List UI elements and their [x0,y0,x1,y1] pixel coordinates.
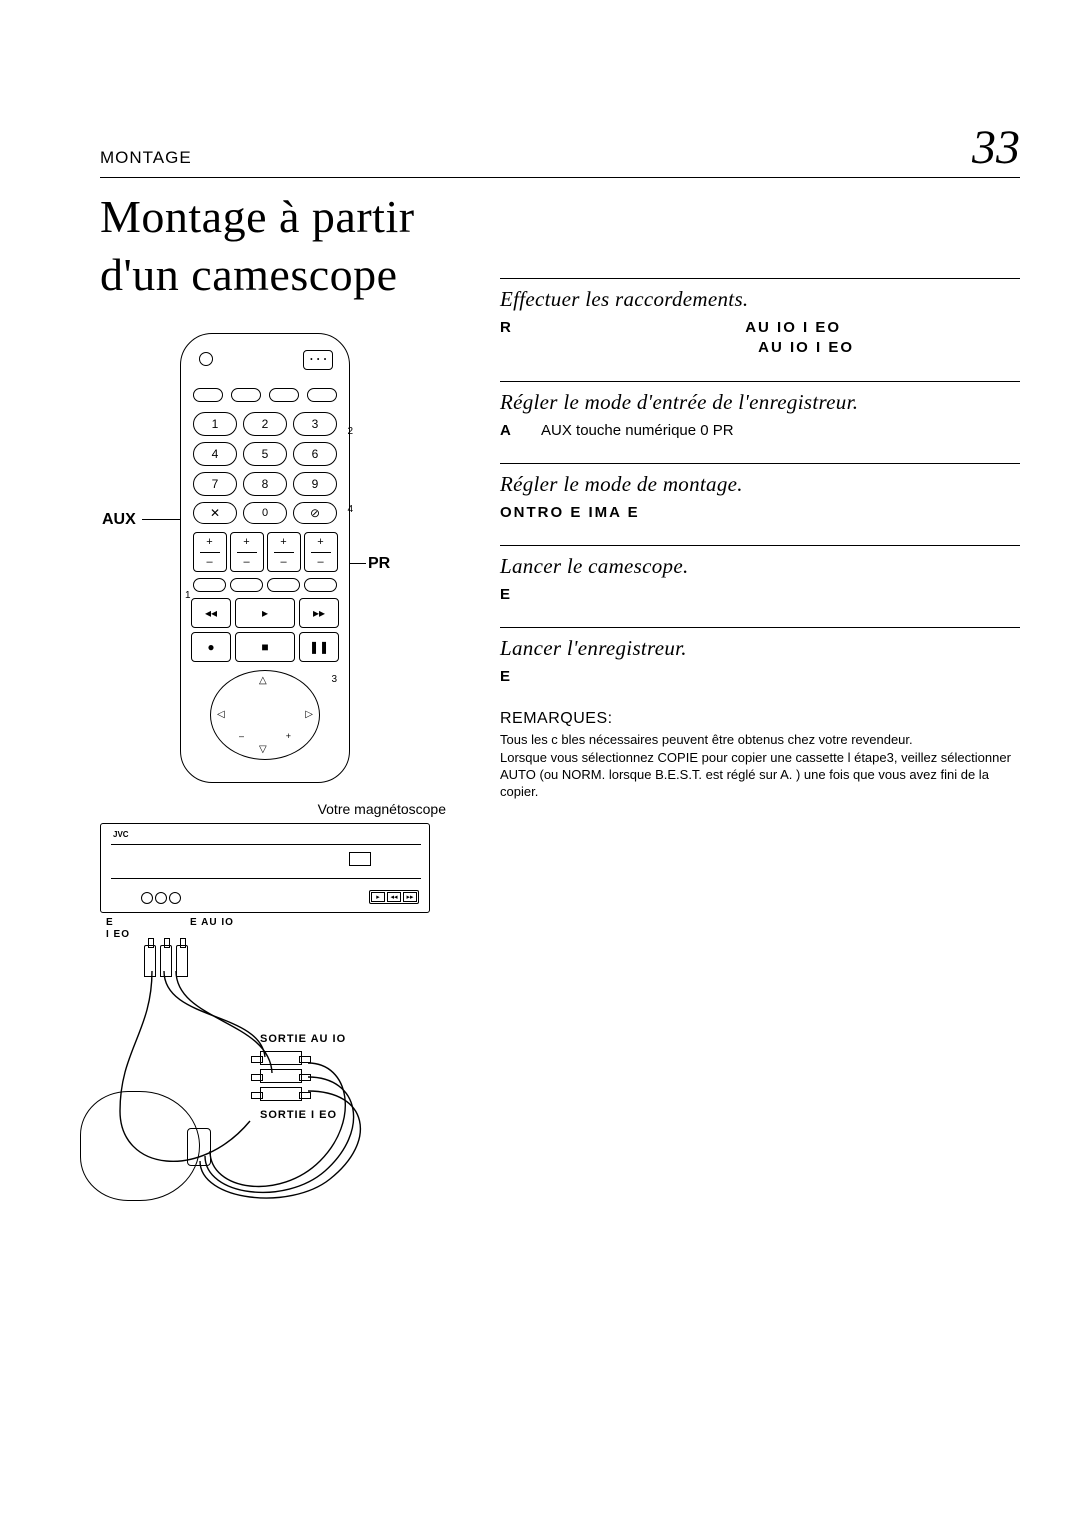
step-3: Régler le mode de montage. ONTRO E IMA E [500,463,1020,523]
sortie-audio-label: SORTIE AU IO [260,1033,346,1045]
rca-plug-icon [260,1087,302,1101]
note-1: 1 [185,590,191,601]
pr-btn: +– [193,532,227,572]
num-5: 5 [243,442,287,466]
io-audio-label: E AU IO [190,917,234,941]
remote-body: • • • 1 2 3 4 5 6 7 8 9 [180,333,350,783]
remarques-heading: REMARQUES: [500,710,1020,728]
sortie-video-label: SORTIE I EO [260,1109,337,1121]
remarques-list: Tous les c bles nécessaires peuvent être… [500,732,1020,802]
aux-clock-button: ⊘ [293,502,337,524]
rca-plug-icon [260,1069,302,1083]
num-7: 7 [193,472,237,496]
pr-btn: +– [267,532,301,572]
numpad: 1 2 3 4 5 6 7 8 9 [191,412,339,496]
io-video-label: EI EO [106,917,130,941]
pr-callout: PR [368,555,390,573]
mode-button-icon [231,388,261,402]
pr-btn: +– [304,532,338,572]
cable-diagram: SORTIE AU IO SORTIE I EO [100,971,460,1231]
num-6: 6 [293,442,337,466]
vcr-btn-icon: ▸ [371,892,385,902]
note-3: 3 [331,674,337,685]
stop-icon: ■ [235,632,295,662]
vcr-btn-icon: ▸▸ [403,892,417,902]
step-1-head: Effectuer les raccordements. [500,287,1020,312]
remote-illustration: AUX PR • • • 1 2 3 4 [180,333,460,783]
aux-x-button: ✕ [193,502,237,524]
rec-icon: ● [191,632,231,662]
remarque-item: Tous les c bles nécessaires peuvent être… [500,732,1020,749]
jack-icon [155,892,167,904]
step-4-head: Lancer le camescope. [500,554,1020,579]
rewind-icon: ◂◂ [191,598,231,628]
play-icon: ▸ [235,598,295,628]
menu-button-icon [267,578,300,592]
step-3-head: Régler le mode de montage. [500,472,1020,497]
num-3: 3 [293,412,337,436]
pause-icon: ❚❚ [299,632,339,662]
step-2-head: Régler le mode d'entrée de l'enregistreu… [500,390,1020,415]
menu-button-icon [304,578,337,592]
jack-icon [141,892,153,904]
menu-button-icon [230,578,263,592]
aux-callout: AUX [102,511,136,529]
section-label: MONTAGE [100,148,192,168]
vcr-brand-icon: JVC [113,830,129,839]
step-2: Régler le mode d'entrée de l'enregistreu… [500,381,1020,441]
page-number: 33 [972,120,1020,175]
step-5: Lancer l'enregistreur. E [500,627,1020,687]
num-1: 1 [193,412,237,436]
mode-button-icon [307,388,337,402]
step-4: Lancer le camescope. E [500,545,1020,605]
num-8: 8 [243,472,287,496]
menu-button-icon [193,578,226,592]
vcr-display-icon [349,852,371,866]
step-1: Effectuer les raccordements. R AU IO I E… [500,278,1020,359]
vcr-caption: Votre magnétoscope [100,801,446,817]
power-button-icon [199,352,213,366]
mode-button-icon [193,388,223,402]
vcr-illustration: JVC ▸ ◂◂ ▸▸ [100,823,430,913]
vcr-btn-icon: ◂◂ [387,892,401,902]
note-2: 2 [347,426,353,437]
remote-display-icon: • • • [303,350,333,370]
num-4: 4 [193,442,237,466]
step-5-head: Lancer l'enregistreur. [500,636,1020,661]
page-title: Montage à partir d'un camescope [100,188,460,303]
jack-icon [169,892,181,904]
pr-btn: +– [230,532,264,572]
camcorder-icon [80,1091,200,1201]
note-4: 4 [347,504,353,515]
instructions-column: Effectuer les raccordements. R AU IO I E… [500,188,1020,1231]
num-9: 9 [293,472,337,496]
aux-0-button: 0 [243,502,287,524]
remarque-item: Lorsque vous sélectionnez COPIE pour cop… [500,750,1020,801]
ffwd-icon: ▸▸ [299,598,339,628]
rca-plug-icon [260,1051,302,1065]
nav-pad-icon: △ ▽ ◁ ▷ – + [210,670,320,760]
mode-button-icon [269,388,299,402]
num-2: 2 [243,412,287,436]
